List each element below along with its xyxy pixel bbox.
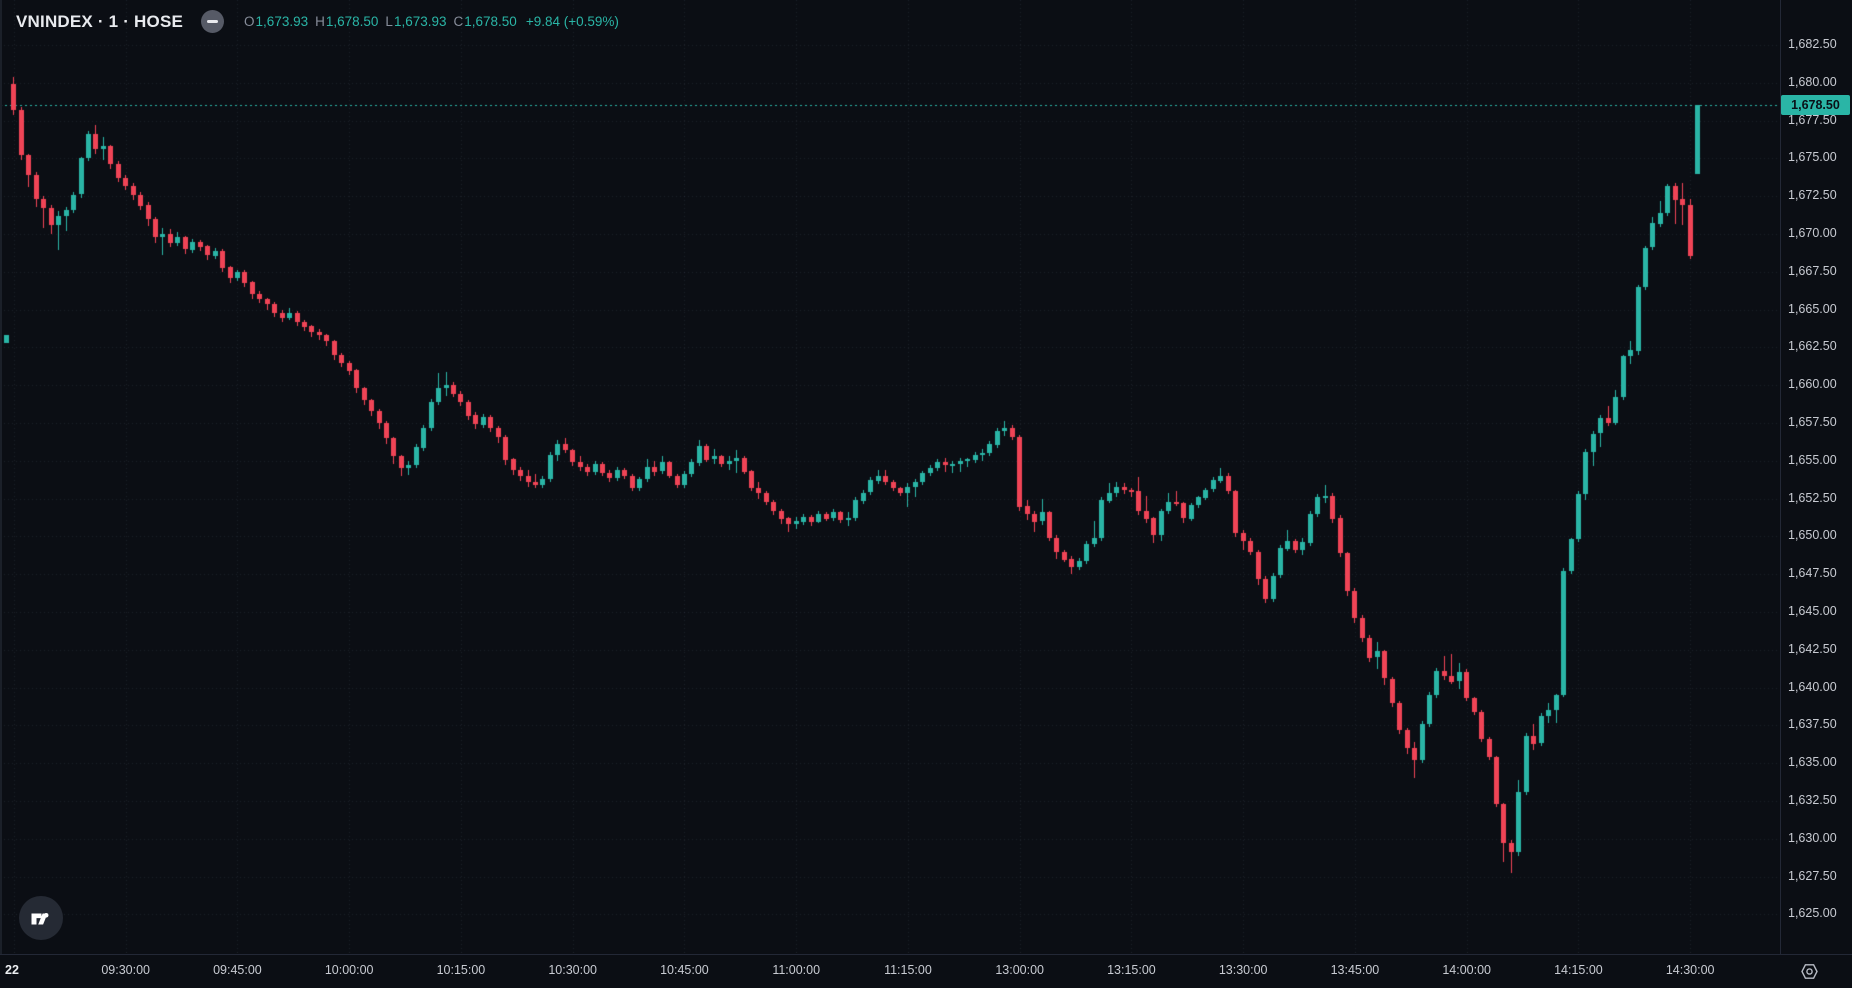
- time-axis-label: 14:15:00: [1554, 963, 1603, 977]
- time-axis-label: 13:45:00: [1330, 963, 1380, 977]
- time-axis-label: 10:30:00: [548, 963, 598, 977]
- price-axis-label: 1,630.00: [1788, 830, 1837, 845]
- high-key: H: [315, 14, 325, 29]
- price-axis-label: 1,670.00: [1788, 226, 1837, 240]
- time-axis-label: 13:15:00: [1107, 963, 1156, 977]
- price-axis-label: 1,682.50: [1788, 37, 1837, 51]
- time-axis-label: 10:45:00: [660, 963, 709, 977]
- price-axis-label: 1,655.00: [1788, 452, 1837, 467]
- symbol-title: VNINDEX · 1 · HOSE: [16, 11, 184, 31]
- left-border: [0, 0, 2, 954]
- time-axis-label: 11:15:00: [884, 963, 932, 977]
- price-axis-label: 1,635.00: [1788, 755, 1837, 770]
- price-axis-label: 1,645.00: [1788, 604, 1837, 618]
- price-axis-label: 1,632.50: [1788, 793, 1837, 807]
- price-axis-label: 1,637.50: [1788, 717, 1837, 732]
- price-axis-label: 1,650.00: [1788, 528, 1837, 543]
- time-axis-label: 14:00:00: [1442, 963, 1492, 977]
- time-axis-label: 14:30:00: [1665, 963, 1715, 977]
- ohlc-values: O 1,673.93 H 1,678.50 L 1,673.93 C 1,678.50 …: [244, 14, 619, 29]
- close-key: C: [453, 14, 464, 29]
- day-label: 22: [5, 963, 19, 977]
- price-axis-label: 1,627.50: [1788, 868, 1837, 883]
- price-axis-label: 1,677.50: [1788, 112, 1837, 127]
- low-key: L: [385, 14, 393, 29]
- price-axis-label: 1,657.50: [1788, 415, 1837, 429]
- time-axis-label: 13:00:00: [995, 963, 1045, 977]
- price-axis-label: 1,667.50: [1788, 263, 1837, 278]
- price-axis-label: 1,652.50: [1788, 490, 1837, 505]
- open-key: O: [244, 14, 255, 29]
- high-value: 1,678.50: [325, 14, 379, 29]
- time-axis-label: 10:15:00: [436, 963, 486, 977]
- price-axis-label: 1,660.00: [1788, 377, 1837, 392]
- price-axis[interactable]: 1,682.50 1,680.00 1,677.50 1,675.00 1,672.50…: [1781, 0, 1852, 953]
- minus-circle-icon[interactable]: [201, 10, 225, 33]
- time-axis[interactable]: 22 09:30:00 09:45:00 10:00:00 10:15:00 10:30…: [0, 954, 1852, 988]
- time-axis-label: 09:45:00: [213, 963, 262, 977]
- time-axis-label: 09:30:00: [101, 963, 151, 977]
- price-axis-label: 1,680.00: [1788, 74, 1837, 89]
- price-axis-label: 1,640.00: [1788, 679, 1837, 694]
- price-axis-label: 1,675.00: [1788, 150, 1837, 165]
- price-axis-label: 1,662.50: [1788, 339, 1837, 354]
- time-axis-label: 13:30:00: [1218, 963, 1268, 977]
- price-axis-label: 1,672.50: [1788, 188, 1837, 203]
- price-axis-label: 1,642.50: [1788, 641, 1837, 656]
- symbol-legend: VNINDEX · 1 · HOSE O 1,673.93 H 1,678.50 L…: [16, 10, 619, 33]
- candlestick-chart-canvas[interactable]: [0, 0, 1780, 953]
- open-value: 1,673.93: [255, 14, 309, 29]
- time-axis-label: 10:00:00: [324, 963, 374, 977]
- tradingview-logo[interactable]: [19, 896, 63, 940]
- price-axis-label: 1,625.00: [1788, 906, 1837, 921]
- change-text: +9.84 (+0.59%): [525, 14, 619, 29]
- price-axis-label: 1,665.00: [1788, 301, 1837, 316]
- price-axis-label: 1,647.50: [1788, 566, 1837, 581]
- axis-separator: [1780, 0, 1781, 954]
- low-value: 1,673.93: [393, 14, 447, 29]
- current-price-badge: 1,678.50: [1781, 95, 1850, 116]
- time-axis-label: 11:00:00: [772, 963, 821, 977]
- close-value: 1,678.50: [464, 14, 517, 29]
- settings-gear-icon[interactable]: [1796, 958, 1822, 984]
